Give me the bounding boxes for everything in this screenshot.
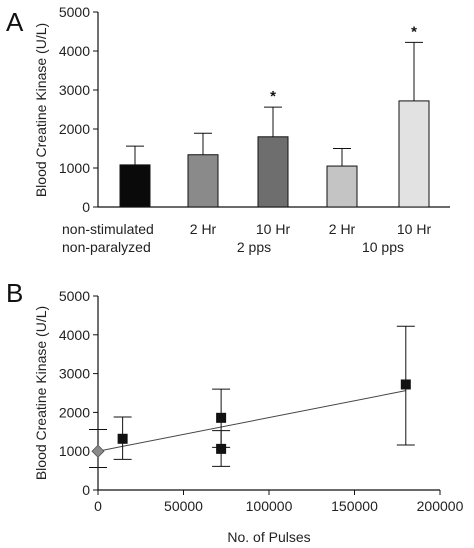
data-point-square [216, 443, 227, 454]
bar-chart-a: Blood Creatine Kinase (U/L) 0 1000 2000 300… [33, 4, 450, 255]
bar [119, 164, 151, 208]
y-axis-label-a: Blood Creatine Kinase (U/L) [33, 23, 49, 197]
y-axis-label-b: Blood Creatine Kinase (U/L) [33, 306, 49, 480]
y-tick-label-a: 2000 [59, 121, 90, 137]
bar [326, 165, 358, 208]
bar [187, 154, 219, 208]
y-tick-label-b: 0 [82, 482, 90, 498]
data-point-square [117, 433, 128, 444]
significance-marker: * [270, 88, 276, 105]
group-label-nonparalyzed: non-paralyzed [62, 239, 151, 255]
bar [257, 136, 289, 208]
x-tick-label-b: 200000 [417, 498, 464, 514]
x-axis-label-b: No. of Pulses [227, 529, 310, 545]
panel-label-b: B [6, 278, 23, 308]
y-tick-label-a: 3000 [59, 82, 90, 98]
y-tick-label-a: 0 [82, 199, 90, 215]
y-tick-label-b: 1000 [59, 443, 90, 459]
data-point-square [400, 379, 411, 390]
group-label-2pps: 2 pps [237, 239, 271, 255]
category-label: 10 Hr [256, 221, 291, 237]
y-tick-label-a: 4000 [59, 43, 90, 59]
y-tick-label-b: 3000 [59, 366, 90, 382]
x-tick-label-b: 150000 [331, 498, 378, 514]
x-tick-label-b: 100000 [246, 498, 293, 514]
x-tick-label-b: 50000 [164, 498, 203, 514]
x-tick-label-b: 0 [94, 498, 102, 514]
y-tick-label-b: 5000 [59, 288, 90, 304]
scatter-chart-b: Blood Creatine Kinase (U/L) No. of Pulse… [33, 288, 464, 545]
data-point-diamond [91, 444, 105, 458]
y-tick-label-b: 4000 [59, 327, 90, 343]
category-label: 10 Hr [397, 221, 432, 237]
group-label-10pps: 10 pps [362, 239, 404, 255]
data-point-square [216, 412, 227, 423]
significance-marker: * [411, 23, 417, 40]
y-tick-label-a: 1000 [59, 160, 90, 176]
category-label: 2 Hr [329, 221, 356, 237]
category-label: 2 Hr [190, 221, 217, 237]
panel-label-a: A [6, 7, 24, 37]
trendline [97, 390, 406, 452]
category-label: non-stimulated [62, 221, 154, 237]
bar [398, 100, 430, 208]
y-tick-label-a: 5000 [59, 4, 90, 20]
y-tick-label-b: 2000 [59, 404, 90, 420]
